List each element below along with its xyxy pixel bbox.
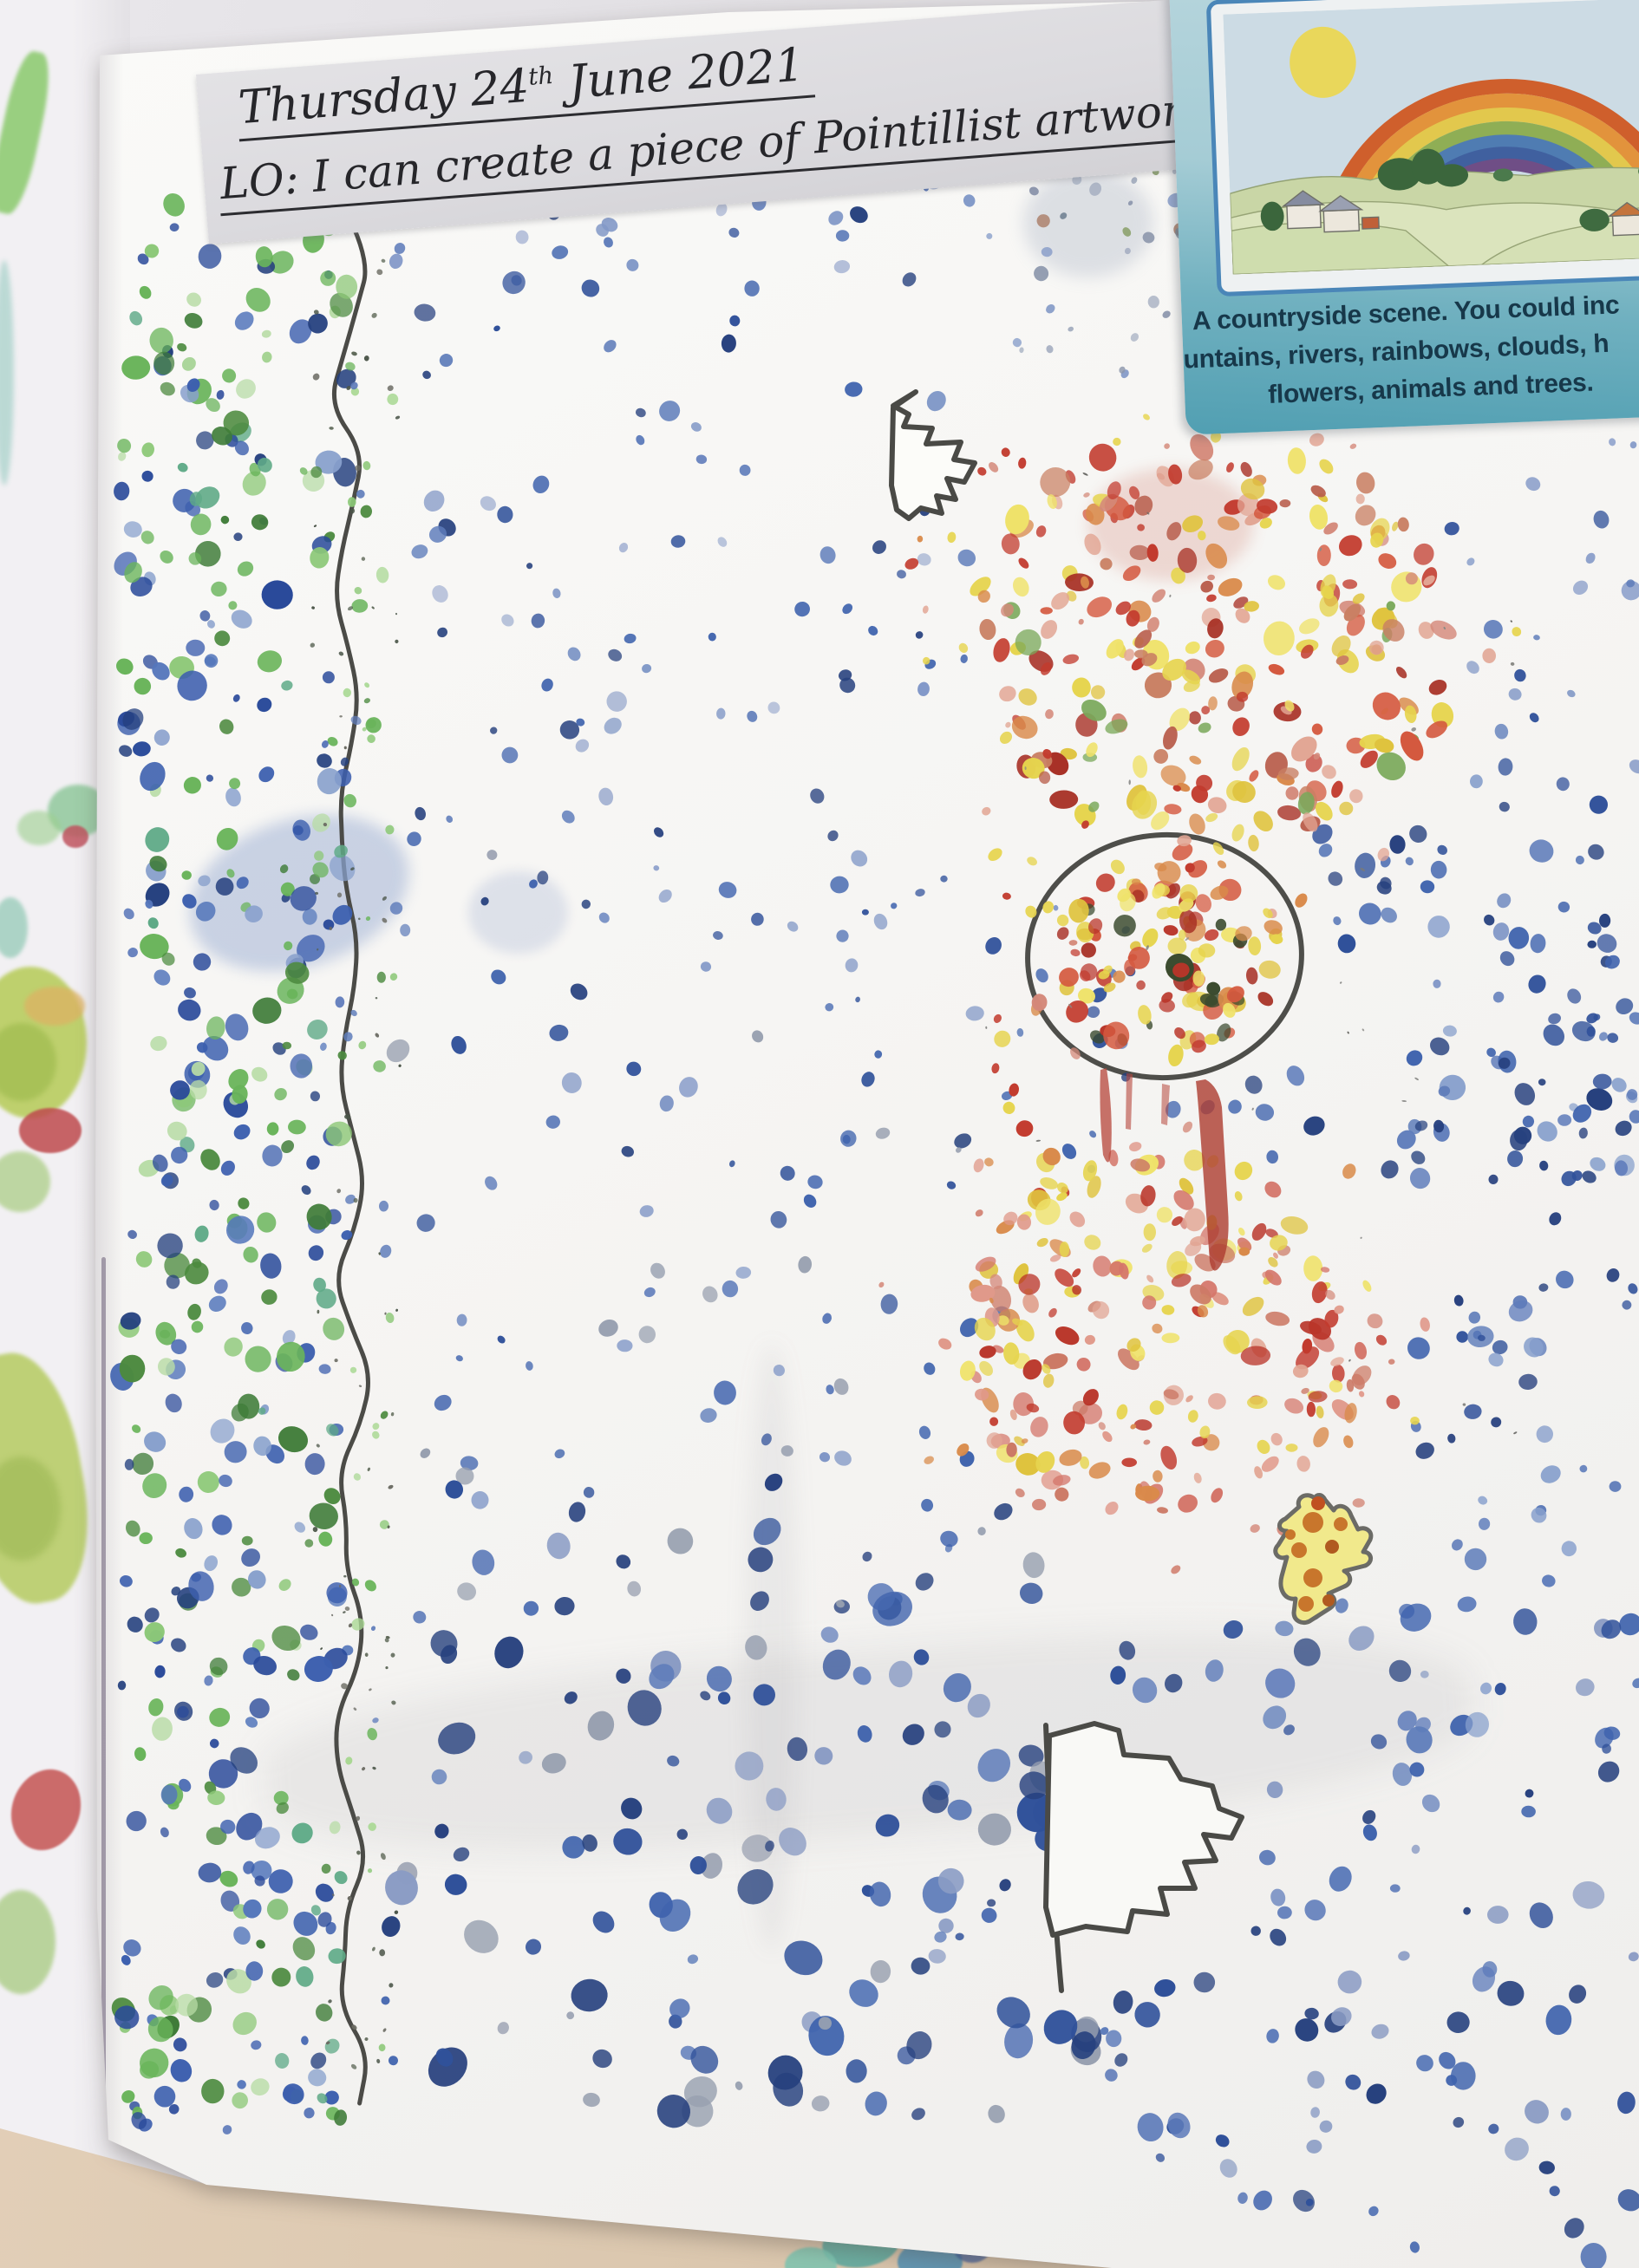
dots-right-column: [1407, 774, 1639, 1777]
paint-smudge: [19, 1108, 82, 1153]
dots-left-band-edge-greens: [343, 362, 399, 2052]
paint-drips: [1100, 1068, 1229, 1271]
houses-right: [1579, 201, 1639, 237]
houses-left: [1260, 190, 1380, 233]
cloud-sketch-top: [889, 389, 977, 521]
paint-smudge: [62, 825, 88, 848]
book-spine-line: [101, 1257, 106, 2150]
cloud-sketch-bottom: [1043, 1721, 1244, 1993]
paint-smudge: [0, 1890, 56, 1994]
dots-sky-mid: [386, 827, 1013, 1522]
dots-circle-fill: [1056, 859, 1283, 1067]
paint-smudge: [17, 811, 61, 845]
paint-smudge: [0, 1457, 61, 1561]
paint-smudge: [0, 1023, 56, 1101]
paint-smudge: [24, 987, 85, 1026]
dots-circle-right: [1312, 824, 1639, 1179]
dots-warm-left-trail: [975, 848, 1081, 1217]
trees: [1377, 148, 1639, 191]
paint-smudge: [0, 1151, 50, 1212]
date-text: Thursday 24: [236, 59, 532, 135]
dots-upper-warm-cluster: [970, 431, 1457, 861]
reference-card: A countryside scene. You could inc untai…: [1169, 0, 1639, 435]
date-rest: June 2021: [552, 38, 806, 111]
paint-smudge: [0, 260, 14, 486]
date-ordinal: th: [527, 61, 555, 91]
dots-pencil-speckles: [310, 258, 402, 2069]
pencil-circle: [1025, 831, 1304, 1081]
blue-wash: [468, 871, 568, 954]
wavy-pencil-border: [331, 207, 370, 2106]
dots-left-band: [110, 192, 358, 2134]
countryside-picture: [1205, 0, 1639, 297]
dots-pencil-ticks: [985, 472, 1518, 1435]
dots-right-lower: [1100, 1596, 1639, 2268]
dots-right-top: [1444, 438, 1639, 776]
paint-smudge: [0, 897, 28, 958]
sun-icon: [1290, 26, 1356, 98]
card-caption: A countryside scene. You could inc untai…: [1181, 280, 1639, 418]
bird-doodle: [1273, 1493, 1374, 1626]
dots-sky-lower: [381, 1517, 1102, 2128]
dots-lower-warm-cluster: [938, 1150, 1372, 1514]
dots-sky-upper: [380, 125, 976, 824]
rainbow-scene: [1223, 0, 1639, 275]
